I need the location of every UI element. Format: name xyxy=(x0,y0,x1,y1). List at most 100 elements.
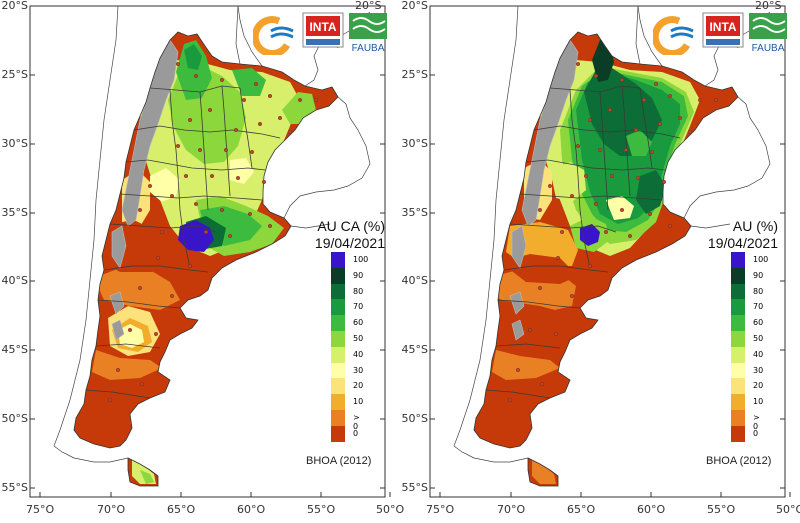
station-dot xyxy=(223,147,228,152)
station-dot xyxy=(619,77,624,82)
station-dot xyxy=(169,193,174,198)
province-boundary xyxy=(85,389,151,399)
country-border xyxy=(453,5,519,447)
station-dot xyxy=(553,332,558,337)
moisture-zone-30 xyxy=(606,196,634,220)
station-dot xyxy=(688,129,693,134)
moisture-zone-100 xyxy=(580,224,600,246)
legend-label: 80 xyxy=(353,286,364,296)
no-data-zone xyxy=(121,39,179,227)
legend-label: 90 xyxy=(353,270,364,280)
province-boundary xyxy=(103,265,209,273)
station-dot xyxy=(187,117,192,122)
legend-title-right: AU (%) 19/04/2021 xyxy=(708,218,778,252)
province-boundary xyxy=(495,343,561,349)
station-dot xyxy=(127,328,132,333)
station-dot xyxy=(627,233,632,238)
legend-label: 100 xyxy=(353,255,369,264)
station-dot xyxy=(587,117,592,122)
no-data-zone xyxy=(511,225,527,269)
station-dot xyxy=(187,264,192,269)
lat-label: 30°S xyxy=(401,137,428,150)
lon-label: 65°O xyxy=(567,503,596,516)
station-dot xyxy=(607,107,612,112)
legend-title-text: AU CA (%) xyxy=(317,218,385,234)
legend-label: 10 xyxy=(353,397,364,407)
station-dot xyxy=(219,77,224,82)
moisture-zone->0 xyxy=(532,460,556,484)
station-dot xyxy=(288,129,293,134)
country-border xyxy=(690,223,731,229)
no-data-zone xyxy=(509,291,525,315)
station-dot xyxy=(258,121,263,126)
legend-label: 50 xyxy=(753,334,764,343)
province-boundary xyxy=(569,89,591,269)
station-dot xyxy=(209,173,214,178)
legend-label: 10 xyxy=(753,397,764,407)
moisture-zone-60 xyxy=(176,40,212,100)
station-dot xyxy=(649,149,654,154)
legend-label: 40 xyxy=(353,349,364,359)
lat-label: 45°S xyxy=(401,343,428,356)
station-dot xyxy=(233,127,238,132)
station-dot xyxy=(183,173,188,178)
province-boundary xyxy=(639,87,653,169)
legend-title-text: AU (%) xyxy=(732,218,778,234)
legend-label: 60 xyxy=(753,318,764,328)
legend-swatch xyxy=(331,315,345,332)
inta-logo-stripe xyxy=(706,39,740,45)
lat-label: 35°S xyxy=(401,206,428,219)
legend-swatch xyxy=(731,346,745,363)
province-boundary xyxy=(239,87,253,169)
legend-label: 30 xyxy=(353,365,364,375)
station-dot xyxy=(139,382,144,387)
province-boundary xyxy=(503,265,609,273)
legend-date: 19/04/2021 xyxy=(314,235,385,251)
country-border xyxy=(683,96,771,219)
moisture-zone-40 xyxy=(550,162,586,202)
country-border xyxy=(235,5,241,65)
no-data-zone xyxy=(521,39,579,227)
province-boundary xyxy=(221,85,231,197)
station-dot xyxy=(633,127,638,132)
map-panel-left: 20°S 20°S 25°S 30°S 35°S 40°S 45°S 50°S 55°S 75°… xyxy=(1,0,405,516)
province-boundary xyxy=(509,223,617,233)
moisture-zone-30 xyxy=(230,158,254,184)
station-dot xyxy=(175,62,180,67)
no-data-zone xyxy=(511,319,525,341)
station-dot xyxy=(668,93,673,98)
wave-icon xyxy=(670,26,694,39)
no-data-zone xyxy=(109,291,125,315)
station-dot xyxy=(241,97,246,102)
legend-swatch xyxy=(731,331,745,347)
argentina-outline xyxy=(473,31,739,449)
station-dot xyxy=(137,286,142,291)
station-dot xyxy=(555,256,560,261)
fauba-logo-text: FAUBA xyxy=(752,43,785,54)
province-boundary xyxy=(497,299,581,309)
station-dot xyxy=(597,147,602,152)
legend-label: 30 xyxy=(753,365,764,375)
station-dot xyxy=(653,81,658,86)
lat-label: 20°S xyxy=(355,0,382,12)
legend-swatch xyxy=(731,362,745,379)
station-dot xyxy=(668,223,673,228)
station-dot xyxy=(635,175,640,180)
station-dot xyxy=(587,264,592,269)
lat-label: 20°S xyxy=(1,0,28,12)
station-dot xyxy=(278,115,283,120)
lon-label: 65°O xyxy=(167,503,196,516)
station-dot xyxy=(619,207,624,212)
station-dot xyxy=(262,179,267,184)
lat-label: 45°S xyxy=(1,343,28,356)
institution-logos: INTA FAUBA xyxy=(653,12,787,55)
station-dot xyxy=(662,179,667,184)
legend-swatch xyxy=(731,315,745,332)
station-dot xyxy=(268,93,273,98)
legend-label: 20 xyxy=(353,381,364,391)
station-dot xyxy=(537,207,542,212)
station-dot xyxy=(609,173,614,178)
wave-icon xyxy=(270,26,294,39)
legend-label: 0 xyxy=(753,428,759,438)
station-dot xyxy=(159,229,164,234)
